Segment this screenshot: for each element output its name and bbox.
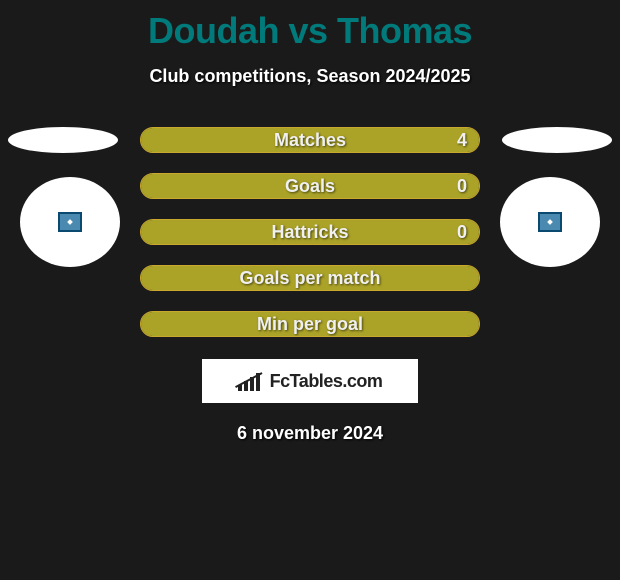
stat-row-hattricks: Hattricks 0 <box>140 219 480 245</box>
stat-label: Matches <box>274 130 346 151</box>
stat-row-goals-per-match: Goals per match <box>140 265 480 291</box>
player-right-badge-icon <box>538 212 562 232</box>
stat-label: Min per goal <box>257 314 363 335</box>
stat-row-goals: Goals 0 <box>140 173 480 199</box>
stat-bars: Matches 4 Goals 0 Hattricks 0 Goals per … <box>140 127 480 337</box>
page-title: Doudah vs Thomas <box>0 0 620 52</box>
player-left-avatar-top <box>8 127 118 153</box>
brand-chart-icon <box>238 371 264 391</box>
player-left-badge-icon <box>58 212 82 232</box>
player-right-avatar <box>500 177 600 267</box>
brand-name: FcTables.com <box>270 371 383 392</box>
subtitle: Club competitions, Season 2024/2025 <box>0 66 620 87</box>
stat-value: 4 <box>457 130 467 151</box>
stat-label: Hattricks <box>271 222 348 243</box>
stat-value: 0 <box>457 222 467 243</box>
player-left-avatar <box>20 177 120 267</box>
stat-row-matches: Matches 4 <box>140 127 480 153</box>
stat-row-min-per-goal: Min per goal <box>140 311 480 337</box>
content-area: Matches 4 Goals 0 Hattricks 0 Goals per … <box>0 127 620 444</box>
stat-value: 0 <box>457 176 467 197</box>
brand-logo: FcTables.com <box>202 359 418 403</box>
stat-label: Goals per match <box>239 268 380 289</box>
player-right-avatar-top <box>502 127 612 153</box>
date-text: 6 november 2024 <box>0 423 620 444</box>
stat-label: Goals <box>285 176 335 197</box>
